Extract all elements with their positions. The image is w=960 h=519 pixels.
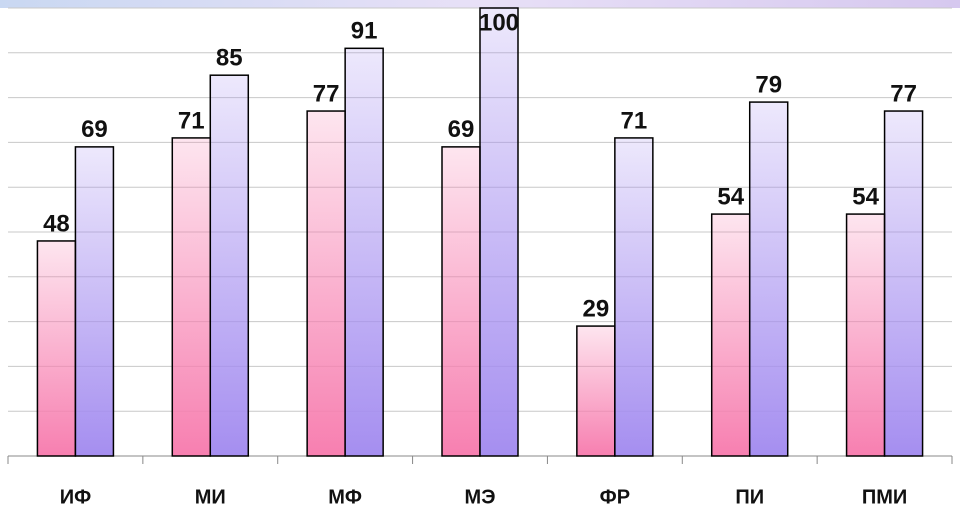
x-tick-label: ПИ — [735, 486, 764, 508]
value-label: 77 — [313, 80, 340, 107]
value-label: 29 — [583, 295, 610, 322]
bar — [74, 146, 115, 457]
value-label: 54 — [852, 183, 879, 210]
bar — [614, 137, 654, 457]
bar — [441, 146, 481, 457]
x-tick-label: МФ — [328, 486, 362, 508]
bar — [36, 240, 77, 457]
bar — [710, 213, 751, 457]
x-tick-label: ИФ — [60, 486, 91, 508]
bar — [883, 110, 924, 457]
value-label: 69 — [81, 116, 108, 143]
value-label: 71 — [621, 107, 648, 134]
x-tick-label: ФР — [600, 486, 630, 508]
value-label: 69 — [448, 116, 475, 143]
header-decoration — [0, 0, 960, 8]
bar — [748, 101, 789, 457]
bar — [576, 325, 616, 457]
value-label: 48 — [43, 210, 70, 237]
x-tick-label: МИ — [195, 486, 226, 508]
value-label: 71 — [178, 107, 205, 134]
x-tick-label: МЭ — [465, 486, 496, 508]
bar — [479, 7, 519, 457]
bar — [209, 74, 250, 457]
value-label: 79 — [755, 71, 782, 98]
value-label: 91 — [351, 18, 378, 45]
bar — [845, 213, 886, 457]
bar — [306, 110, 346, 457]
value-label: 54 — [717, 183, 744, 210]
value-label: 85 — [216, 45, 243, 72]
x-tick-label: ПМИ — [862, 486, 907, 508]
value-label: 100 — [479, 9, 519, 36]
bar — [171, 137, 212, 457]
value-label: 77 — [890, 80, 917, 107]
bar — [344, 47, 384, 457]
